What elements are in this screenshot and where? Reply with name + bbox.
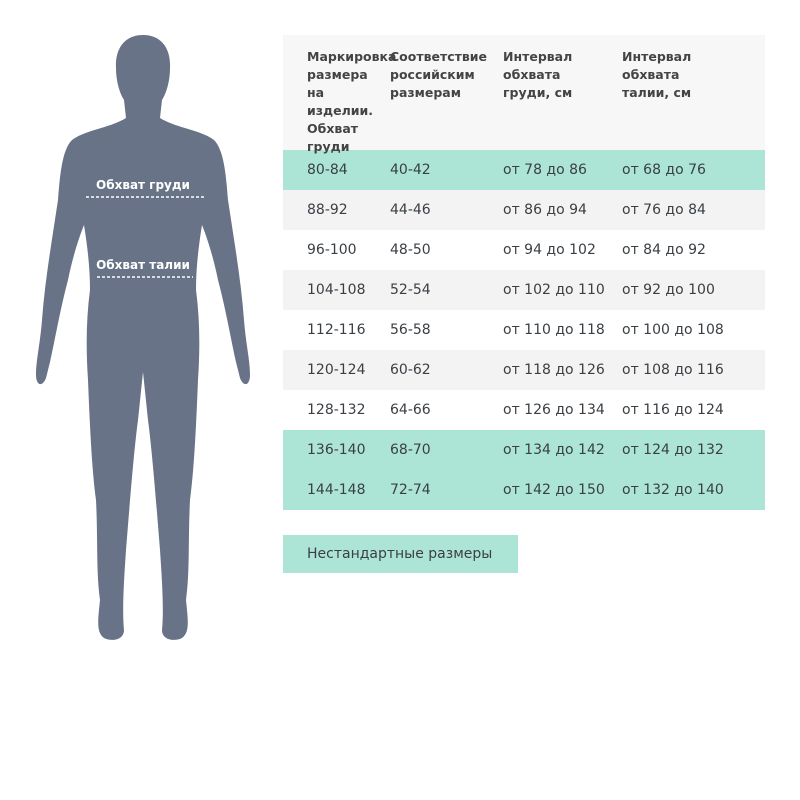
cell-russian-size: 52-54 — [390, 282, 431, 298]
cell-chest-interval: от 142 до 150 — [503, 482, 605, 498]
waist-label: Обхват талии — [96, 258, 190, 272]
cell-size-marking: 144-148 — [307, 482, 366, 498]
cell-chest-interval: от 78 до 86 — [503, 162, 587, 178]
cell-russian-size: 40-42 — [390, 162, 431, 178]
table-row: 88-92 44-46 от 86 до 94 от 76 до 84 — [283, 190, 765, 230]
body-silhouette — [36, 35, 250, 640]
cell-size-marking: 136-140 — [307, 442, 366, 458]
cell-russian-size: 68-70 — [390, 442, 431, 458]
table-row: 104-108 52-54 от 102 до 110 от 92 до 100 — [283, 270, 765, 310]
header-russian-size: Соответствие российским размерам — [390, 49, 488, 100]
cell-size-marking: 80-84 — [307, 162, 348, 178]
cell-chest-interval: от 94 до 102 — [503, 242, 596, 258]
nonstandard-sizes-button[interactable]: Нестандартные размеры — [283, 535, 518, 573]
cell-waist-interval: от 108 до 116 — [622, 362, 724, 378]
body-left-half — [36, 35, 143, 640]
chest-label: Обхват груди — [96, 178, 190, 192]
cell-size-marking: 128-132 — [307, 402, 366, 418]
cell-russian-size: 56-58 — [390, 322, 431, 338]
cell-waist-interval: от 132 до 140 — [622, 482, 724, 498]
body-right-half — [143, 35, 250, 640]
cell-waist-interval: от 116 до 124 — [622, 402, 724, 418]
cell-russian-size: 44-46 — [390, 202, 431, 218]
cell-waist-interval: от 92 до 100 — [622, 282, 715, 298]
cell-chest-interval: от 134 до 142 — [503, 442, 605, 458]
cell-waist-interval: от 124 до 132 — [622, 442, 724, 458]
cell-russian-size: 48-50 — [390, 242, 431, 258]
header-waist-interval: Интервал обхвата талии, см — [622, 49, 692, 100]
cell-size-marking: 104-108 — [307, 282, 366, 298]
cell-waist-interval: от 84 до 92 — [622, 242, 706, 258]
table-row: 80-84 40-42 от 78 до 86 от 68 до 76 — [283, 150, 765, 190]
cell-size-marking: 96-100 — [307, 242, 357, 258]
table-header: Маркировка размера на изделии. Обхват гр… — [283, 35, 765, 154]
cell-russian-size: 64-66 — [390, 402, 431, 418]
cell-chest-interval: от 102 до 110 — [503, 282, 605, 298]
header-chest-interval: Интервал обхвата груди, см — [503, 49, 573, 100]
cell-chest-interval: от 118 до 126 — [503, 362, 605, 378]
table-row: 128-132 64-66 от 126 до 134 от 116 до 124 — [283, 390, 765, 430]
table-row: 144-148 72-74 от 142 до 150 от 132 до 140 — [283, 470, 765, 510]
header-size-marking: Маркировка размера на изделии. Обхват гр… — [307, 49, 397, 154]
cell-size-marking: 88-92 — [307, 202, 348, 218]
cell-waist-interval: от 68 до 76 — [622, 162, 706, 178]
cell-chest-interval: от 126 до 134 — [503, 402, 605, 418]
table-row: 136-140 68-70 от 134 до 142 от 124 до 132 — [283, 430, 765, 470]
size-table: Маркировка размера на изделии. Обхват гр… — [283, 35, 765, 510]
cell-chest-interval: от 110 до 118 — [503, 322, 605, 338]
cell-chest-interval: от 86 до 94 — [503, 202, 587, 218]
cell-size-marking: 120-124 — [307, 362, 366, 378]
table-row: 120-124 60-62 от 118 до 126 от 108 до 116 — [283, 350, 765, 390]
cell-waist-interval: от 100 до 108 — [622, 322, 724, 338]
cell-waist-interval: от 76 до 84 — [622, 202, 706, 218]
table-row: 96-100 48-50 от 94 до 102 от 84 до 92 — [283, 230, 765, 270]
table-row: 112-116 56-58 от 110 до 118 от 100 до 108 — [283, 310, 765, 350]
cell-russian-size: 60-62 — [390, 362, 431, 378]
cell-russian-size: 72-74 — [390, 482, 431, 498]
cell-size-marking: 112-116 — [307, 322, 366, 338]
